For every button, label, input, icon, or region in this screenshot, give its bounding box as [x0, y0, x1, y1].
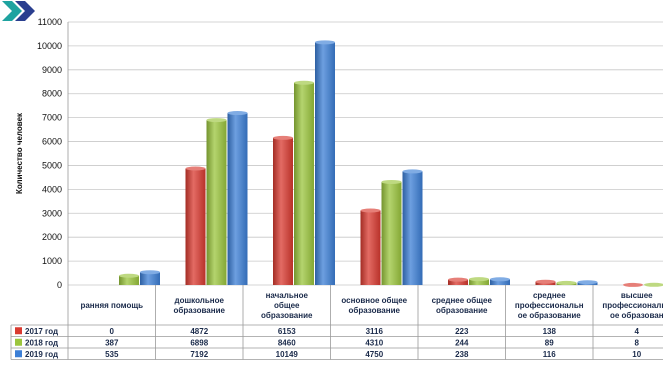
bar: [402, 171, 423, 285]
bar-top: [535, 279, 556, 284]
chevron-logo-icon: [2, 1, 35, 21]
y-tick-label: 7000: [42, 113, 62, 123]
table-cell-value: 0: [110, 327, 115, 336]
table-cell-value: 116: [543, 350, 556, 359]
bar: [360, 210, 381, 285]
bar-top: [273, 135, 293, 140]
table-cell-value: 10: [632, 350, 641, 359]
table-cell-value: 8460: [278, 338, 296, 347]
bar-top: [402, 169, 423, 174]
bar: [448, 279, 468, 285]
bar-top: [206, 118, 227, 123]
bar-top: [381, 179, 402, 184]
bar: [273, 137, 293, 285]
bar-top: [623, 282, 643, 287]
y-axis-label: Количество человек: [15, 112, 24, 194]
bar-top: [556, 280, 577, 285]
bar-top: [644, 282, 663, 287]
category-label: ранняя помощь: [80, 301, 143, 310]
bar: [227, 113, 248, 286]
legend-swatch: [15, 338, 22, 346]
y-tick-label: 2000: [42, 232, 62, 242]
bar: [206, 120, 227, 285]
table-cell-value: 4872: [190, 327, 208, 336]
table-cell-value: 4: [635, 327, 640, 336]
category-label: ое образование: [518, 311, 581, 320]
legend-swatch: [15, 350, 22, 358]
bar-top: [315, 40, 335, 45]
table-cell-value: 4750: [365, 350, 383, 359]
y-tick-label: 0: [57, 280, 62, 290]
category-label: среднее общее: [432, 296, 493, 305]
y-tick-label: 4000: [42, 184, 62, 194]
bar: [140, 272, 160, 285]
bar: [469, 279, 489, 285]
table-cell-value: 3116: [366, 327, 384, 336]
category-label: ое образован: [610, 311, 663, 320]
category-label: общее: [274, 301, 300, 310]
y-tick-label: 11000: [38, 17, 62, 27]
category-label: образование: [261, 311, 313, 320]
category-label: дошкольное: [175, 296, 225, 305]
category-label: начальное: [266, 291, 309, 300]
bar: [294, 82, 314, 285]
category-label: профессиональн: [602, 301, 663, 310]
table-cell-value: 535: [105, 350, 119, 359]
bar-top: [577, 280, 598, 285]
bar-top: [185, 166, 206, 171]
bar: [119, 275, 139, 285]
bar: [185, 168, 206, 285]
category-label: высшее: [621, 291, 653, 300]
y-axis: 0 1000 2000 3000 4000 5000 6000 7000 8000 9000 100…: [37, 17, 69, 290]
legend-label: 2019 год: [25, 350, 58, 359]
gridlines: [68, 21, 663, 286]
table-cell-value: 238: [455, 350, 469, 359]
bar-top: [119, 273, 139, 278]
bar: [490, 279, 510, 285]
bar: [315, 42, 335, 286]
y-tick-label: 6000: [42, 137, 62, 147]
table-cell-value: 244: [455, 338, 469, 347]
legend-swatch: [15, 327, 22, 335]
table-cell-value: 10149: [276, 350, 299, 359]
bar-top: [469, 277, 489, 282]
category-label: профессиональн: [515, 301, 584, 310]
bar-top: [448, 277, 468, 282]
bars: [119, 40, 663, 287]
y-tick-label: 8000: [42, 89, 62, 99]
y-tick-label: 1000: [42, 256, 62, 266]
table-cell-value: 223: [455, 327, 469, 336]
category-label: образование: [174, 306, 226, 315]
bar-top: [140, 270, 160, 275]
y-tick-label: 10000: [37, 41, 62, 51]
category-label: образование: [436, 306, 488, 315]
category-label: основное общее: [341, 296, 407, 305]
bar-top: [360, 208, 381, 213]
bar-top: [227, 111, 248, 116]
table-cell-value: 4310: [365, 338, 383, 347]
table-cell-value: 89: [545, 338, 554, 347]
table-cell-value: 7192: [190, 350, 208, 359]
bar-top: [294, 80, 314, 85]
legend-label: 2017 год: [25, 327, 58, 336]
bar-top: [490, 277, 510, 282]
bar: [381, 181, 402, 285]
table-cell-value: 6153: [278, 327, 296, 336]
y-tick-label: 9000: [42, 65, 62, 75]
category-label: образование: [349, 306, 401, 315]
y-tick-label: 3000: [42, 208, 62, 218]
data-table: ранняя помощьдошкольноеобразованиеначаль…: [10, 285, 663, 360]
category-label: среднее: [533, 291, 566, 300]
y-tick-label: 5000: [42, 160, 62, 170]
table-cell-value: 6898: [190, 338, 208, 347]
table-cell-value: 8: [635, 338, 640, 347]
table-cell-value: 138: [543, 327, 557, 336]
table-cell-value: 387: [105, 338, 119, 347]
legend-label: 2018 год: [25, 338, 58, 347]
